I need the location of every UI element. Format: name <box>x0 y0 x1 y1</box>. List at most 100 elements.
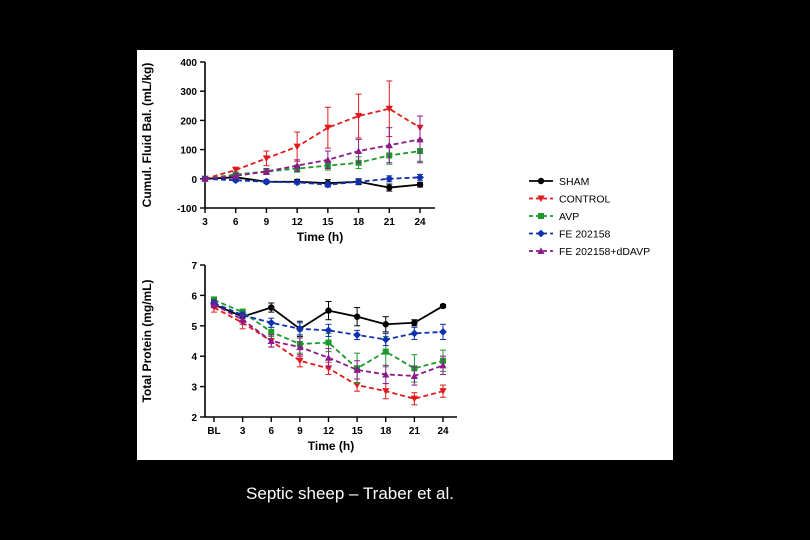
data-point <box>439 327 447 336</box>
x-tick-label: BL <box>207 426 220 437</box>
data-point <box>239 316 247 323</box>
legend-marker <box>537 247 545 254</box>
x-tick-label: 9 <box>264 217 270 228</box>
x-tick-label: 9 <box>297 426 303 437</box>
data-point <box>439 302 447 310</box>
series-line <box>204 176 421 186</box>
y-tick-label: -100 <box>177 204 197 215</box>
data-point <box>416 135 424 143</box>
legend-marker <box>537 177 545 185</box>
x-tick-label: 15 <box>352 426 364 437</box>
data-point <box>232 167 240 174</box>
data-point <box>354 177 363 186</box>
data-point <box>232 172 240 179</box>
data-point <box>410 329 419 338</box>
legend-label: SHAM <box>559 176 589 188</box>
y-tick-label: 3 <box>191 383 197 394</box>
data-point <box>296 357 304 365</box>
data-point <box>293 162 301 169</box>
y-tick-label: 400 <box>180 58 197 69</box>
x-tick-label: 15 <box>322 217 334 228</box>
x-tick-label: 21 <box>384 217 396 228</box>
data-point <box>385 105 393 113</box>
data-point <box>262 155 271 162</box>
x-tick-label: 12 <box>323 426 335 437</box>
series-line <box>213 303 444 377</box>
data-point <box>324 124 332 132</box>
data-point <box>353 366 361 373</box>
data-point <box>410 395 418 403</box>
legend-label: AVP <box>559 211 579 223</box>
chart-2: 2 3 4 5 6 7 BL 3 6 9 12 15 18 21 24 Time (h) Total Prote… <box>140 261 457 453</box>
data-point <box>262 167 271 175</box>
series-line <box>204 107 421 180</box>
series-line <box>213 302 444 341</box>
x-tick-label: 18 <box>380 426 392 437</box>
data-point <box>293 178 302 187</box>
data-point <box>268 328 275 335</box>
data-point <box>324 156 332 163</box>
data-point <box>325 339 332 346</box>
data-point <box>201 175 209 182</box>
data-point <box>439 388 447 395</box>
chart-1-y-axis-label: Cumul. Fluid Bal. (mL/kg) <box>140 63 154 208</box>
series-fe-202158-ddavp <box>201 115 424 182</box>
x-tick-label: 24 <box>414 217 426 228</box>
x-tick-label: 21 <box>409 426 421 437</box>
data-point <box>353 313 361 320</box>
data-point <box>295 324 304 333</box>
y-tick-label: 0 <box>191 175 197 186</box>
y-tick-label: 300 <box>180 87 197 98</box>
figure-panel: -100 0 100 200 300 400 3 6 9 12 15 18 21 24 Time (h) Cu… <box>137 50 673 460</box>
y-tick-label: 100 <box>180 146 197 157</box>
legend-marker <box>538 213 544 219</box>
data-point <box>210 300 218 308</box>
series-line <box>213 299 444 370</box>
data-point <box>382 321 389 328</box>
legend-marker <box>537 195 545 203</box>
legend-label: FE 202158 <box>559 229 611 241</box>
y-tick-label: 200 <box>180 116 197 127</box>
series-fe-202158 <box>201 173 424 189</box>
series-line <box>204 150 421 180</box>
data-point <box>324 354 333 361</box>
legend-marker <box>537 229 545 238</box>
x-tick-label: 3 <box>240 426 246 437</box>
x-tick-label: 3 <box>202 217 208 228</box>
data-point <box>386 184 393 191</box>
series-line <box>204 138 421 180</box>
data-point <box>411 319 418 326</box>
y-tick-label: 5 <box>191 322 197 333</box>
data-point <box>267 318 276 327</box>
x-tick-label: 12 <box>292 217 304 228</box>
data-point <box>267 337 275 344</box>
y-tick-label: 6 <box>191 291 197 302</box>
y-tick-label: 4 <box>191 352 197 363</box>
data-point <box>262 177 271 186</box>
data-point <box>354 113 363 120</box>
data-point <box>268 304 275 311</box>
y-tick-label: 2 <box>191 413 197 424</box>
x-tick-label: 6 <box>233 217 239 228</box>
x-tick-label: 24 <box>437 426 449 437</box>
chart-1-x-axis-label: Time (h) <box>297 230 343 244</box>
chart-2-y-axis-label: Total Protein (mg/mL) <box>140 279 154 402</box>
chart-1: -100 0 100 200 300 400 3 6 9 12 15 18 21 24 Time (h) Cu… <box>140 58 435 244</box>
data-point <box>382 370 390 378</box>
data-point <box>382 388 390 395</box>
data-point <box>323 180 332 189</box>
data-point <box>416 181 424 188</box>
data-point <box>410 372 418 379</box>
data-point <box>325 307 332 314</box>
chart-2-x-axis-label: Time (h) <box>308 439 354 453</box>
series-fe-202158-ddavp <box>210 300 447 386</box>
data-point <box>353 331 362 339</box>
data-point <box>385 141 393 149</box>
y-tick-label: 7 <box>191 261 197 272</box>
data-point <box>296 343 304 351</box>
data-point <box>293 143 301 151</box>
data-point <box>416 173 424 182</box>
data-point <box>231 176 240 185</box>
legend-label: CONTROL <box>559 194 610 206</box>
